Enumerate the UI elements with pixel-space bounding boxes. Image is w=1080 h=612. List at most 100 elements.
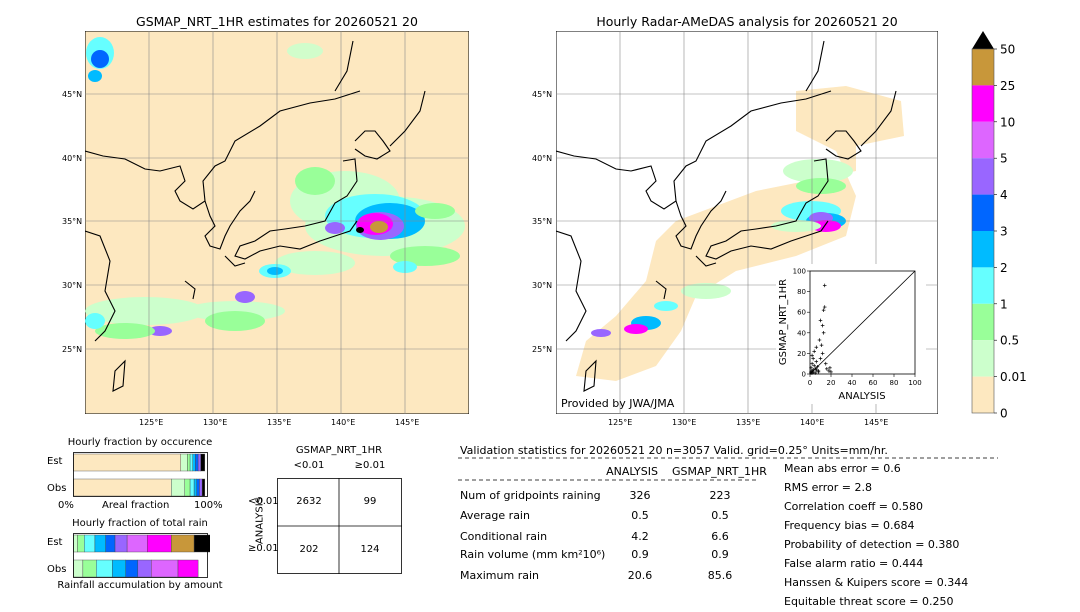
occurence-bar-segment <box>192 453 196 472</box>
scatter-point <box>822 283 827 288</box>
total-rain-bar-segment <box>105 534 116 553</box>
colorbar-label: 1 <box>1000 297 1008 311</box>
right-lat-label-25: 25°N <box>532 345 553 354</box>
right-map-title: Hourly Radar-AMeDAS analysis for 2026052… <box>596 14 898 29</box>
colorbar-labels: 50 25 10 5 4 3 2 1 0.5 0.01 0 <box>994 43 1026 419</box>
left-lon-label-125: 125°E <box>139 418 164 427</box>
scatter-point <box>812 363 816 368</box>
occurence-bar-segment <box>199 478 203 497</box>
scatter-point <box>814 359 819 364</box>
scatter-x-ticks: 0 20 40 60 80 100 <box>808 374 922 387</box>
stat-gsmap-volume: 0.9 <box>711 548 729 561</box>
total-rain-bar-segment <box>77 534 85 553</box>
scatter-point <box>816 370 821 374</box>
scatter-y-label: GSMAP_NRT_1HR <box>778 279 789 365</box>
scatter-y-tick-label: 60 <box>797 309 806 317</box>
colorbar-label: 0.01 <box>1000 370 1026 384</box>
data-credit: Provided by JWA/JMA <box>561 397 675 410</box>
right-lon-label-125: 125°E <box>608 418 633 427</box>
scatter-point <box>814 368 819 372</box>
stat-analysis-gridpoints: 326 <box>629 489 651 502</box>
scatter-y-tick-label: 0 <box>802 371 806 379</box>
scatter-inset: 0 20 40 60 80 100 0 20 40 60 80 100 ANALYSIS GSMAP… <box>776 264 926 404</box>
colorbar: 50 25 10 5 4 3 2 1 0.5 0.01 0 <box>971 31 1026 419</box>
colorbar-label: 50 <box>1000 43 1015 57</box>
scatter-point <box>821 331 826 335</box>
scatter-point <box>820 351 825 356</box>
left-lat-label-25: 25°N <box>62 345 83 354</box>
occurence-bar-segment <box>187 453 191 472</box>
total-rain-bar-segment <box>126 534 148 553</box>
total-rain-bar-segment <box>146 534 172 553</box>
total-rain-bar-segment <box>151 559 179 578</box>
left-lon-label-135: 135°E <box>267 418 292 427</box>
right-map-coastlines <box>556 40 897 392</box>
colorbar-cell <box>972 340 994 377</box>
scatter-diagonal <box>809 270 916 375</box>
left-map-gridlines <box>85 31 469 414</box>
total-rain-bar-segment <box>125 559 139 578</box>
total-rain-bars <box>73 533 210 578</box>
scatter-points <box>809 283 833 375</box>
score-rms: RMS error = 2.8 <box>784 481 872 494</box>
total-rain-bar-segment <box>73 559 84 578</box>
scatter-point <box>810 361 814 366</box>
score-pod: Probability of detection = 0.380 <box>784 538 960 551</box>
left-lat-label-35: 35°N <box>62 217 83 226</box>
occurence-bar-segment <box>200 453 206 472</box>
colorbar-cell <box>972 231 994 268</box>
contingency-cell-11: 124 <box>360 544 380 555</box>
left-lon-label-140: 140°E <box>331 418 356 427</box>
scatter-point <box>821 308 826 312</box>
occurence-bar-segment <box>195 453 199 472</box>
colorbar-label: 5 <box>1000 152 1008 166</box>
scatter-point <box>820 323 825 328</box>
left-lon-label-145: 145°E <box>395 418 420 427</box>
colorbar-label: 0 <box>1000 407 1008 419</box>
occurence-bar-segment <box>201 478 206 497</box>
colorbar-overflow-triangle <box>972 31 994 49</box>
colorbar-label: 25 <box>1000 79 1015 93</box>
total-rain-est-label: Est <box>47 537 63 548</box>
stat-label-conditional: Conditional rain <box>460 530 548 543</box>
scatter-x-tick-label: 60 <box>869 379 878 387</box>
contingency-cell-00: 2632 <box>296 496 322 507</box>
scatter-x-tick-label: 100 <box>908 379 921 387</box>
scatter-point <box>823 361 828 366</box>
scatter-point <box>827 369 831 373</box>
occurence-tick-100: 100% <box>194 500 223 511</box>
scatter-x-tick-label: 0 <box>808 379 812 387</box>
contingency-cell-10: 202 <box>299 544 319 555</box>
total-rain-bar-segment <box>112 559 126 578</box>
left-map <box>85 31 469 414</box>
colorbar-label: 0.5 <box>1000 334 1019 348</box>
scatter-y-tick-label: 20 <box>797 350 806 358</box>
scatter-x-tick-label: 80 <box>890 379 899 387</box>
total-rain-obs-label: Obs <box>47 564 67 575</box>
stat-label-average: Average rain <box>460 509 530 522</box>
colorbar-label: 3 <box>1000 225 1008 239</box>
total-rain-bar-segment <box>114 534 128 553</box>
scatter-x-tick-label: 20 <box>827 379 836 387</box>
total-rain-frame <box>73 533 208 578</box>
right-lat-label-35: 35°N <box>532 217 553 226</box>
scatter-point <box>829 370 833 374</box>
scatter-x-tick-label: 40 <box>848 379 857 387</box>
total-rain-x-label: Rainfall accumulation by amount <box>57 580 223 591</box>
validation-table-rule <box>458 479 758 481</box>
scatter-point <box>814 345 819 350</box>
stat-analysis-conditional: 4.2 <box>631 530 649 543</box>
colorbar-label: 4 <box>1000 188 1008 202</box>
col-header-gsmap: GSMAP_NRT_1HR <box>672 465 767 478</box>
total-rain-bar-segment <box>73 534 78 553</box>
validation-header: Validation statistics for 20260521 20 n=… <box>460 444 888 457</box>
colorbar-cell <box>972 121 994 159</box>
scatter-point <box>815 364 820 369</box>
total-rain-bar-segment <box>82 559 97 578</box>
total-rain-bar-segment <box>177 559 199 578</box>
left-lat-label-30: 30°N <box>62 281 83 290</box>
right-lat-label-30: 30°N <box>532 281 553 290</box>
colorbar-cell <box>972 85 994 122</box>
scatter-point <box>819 343 824 347</box>
scatter-point <box>811 368 815 372</box>
